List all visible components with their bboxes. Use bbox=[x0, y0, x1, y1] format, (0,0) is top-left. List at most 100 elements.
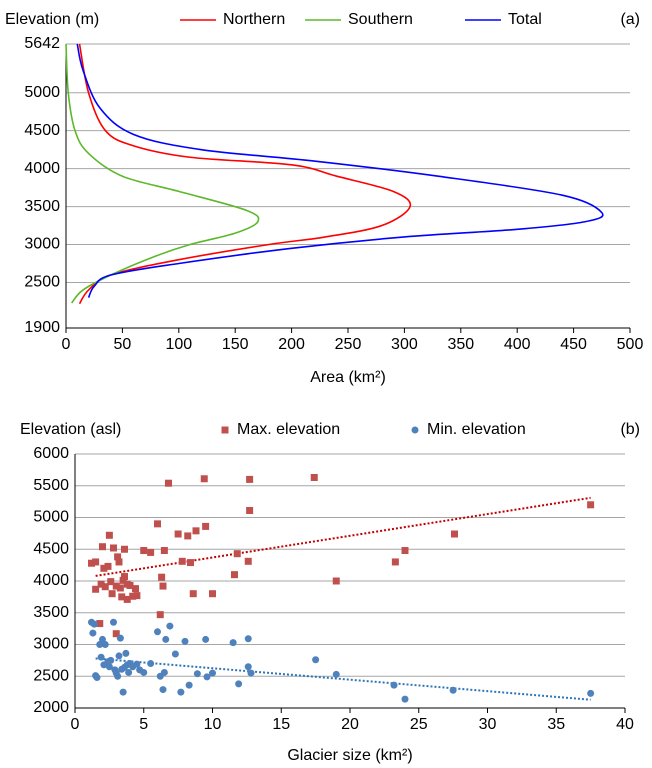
y-tick-label: 5642 bbox=[24, 35, 60, 52]
point bbox=[92, 558, 100, 566]
point bbox=[193, 670, 201, 678]
point bbox=[177, 688, 185, 696]
y-tick-label: 2500 bbox=[24, 274, 60, 291]
point bbox=[390, 681, 398, 689]
legend-swatch bbox=[221, 426, 229, 434]
x-tick-label: 350 bbox=[447, 336, 474, 353]
point bbox=[587, 501, 595, 509]
x-tick-label: 100 bbox=[165, 336, 192, 353]
point bbox=[160, 668, 168, 676]
point bbox=[312, 656, 320, 664]
point bbox=[401, 547, 409, 555]
point bbox=[147, 548, 155, 556]
x-tick-label: 5 bbox=[139, 716, 148, 733]
y-tick-label: 4000 bbox=[24, 160, 60, 177]
point bbox=[171, 650, 179, 658]
y-tick-label: 5000 bbox=[33, 509, 69, 526]
legend-label: Southern bbox=[348, 11, 413, 28]
x-tick-label: 40 bbox=[616, 716, 634, 733]
point bbox=[123, 595, 131, 603]
point bbox=[101, 641, 109, 648]
y-tick-label: 4500 bbox=[33, 540, 69, 557]
y-tick-label: 5000 bbox=[24, 84, 60, 101]
point bbox=[189, 590, 197, 598]
point bbox=[96, 620, 104, 628]
point bbox=[107, 578, 115, 586]
legend-swatch bbox=[411, 426, 419, 434]
point bbox=[244, 663, 252, 671]
point bbox=[125, 668, 133, 676]
panel-label: (b) bbox=[620, 421, 640, 438]
x-tick-label: 450 bbox=[560, 336, 587, 353]
x-tick-label: 250 bbox=[335, 336, 362, 353]
y-tick-label: 6000 bbox=[33, 445, 69, 462]
point bbox=[391, 558, 399, 566]
y-axis-title: Elevation (m) bbox=[5, 11, 99, 28]
point bbox=[110, 618, 117, 626]
point bbox=[156, 611, 164, 619]
point bbox=[116, 584, 124, 592]
point bbox=[160, 547, 168, 555]
point bbox=[244, 635, 252, 643]
point bbox=[310, 473, 318, 481]
point bbox=[129, 592, 137, 600]
point bbox=[162, 635, 170, 643]
point bbox=[154, 520, 161, 528]
x-tick-label: 400 bbox=[504, 336, 531, 353]
point bbox=[112, 630, 120, 638]
x-tick-label: 500 bbox=[617, 336, 644, 353]
point bbox=[202, 635, 210, 643]
legend-label: Min. elevation bbox=[427, 421, 526, 438]
point bbox=[115, 558, 123, 566]
point bbox=[233, 550, 241, 558]
point bbox=[181, 637, 189, 645]
point bbox=[133, 660, 141, 668]
panel-label: (a) bbox=[620, 11, 640, 28]
point bbox=[202, 522, 210, 530]
point bbox=[97, 580, 105, 588]
legend-label: Total bbox=[508, 11, 542, 28]
point bbox=[185, 681, 193, 689]
point bbox=[166, 622, 174, 630]
y-tick-label: 2000 bbox=[33, 699, 69, 716]
x-tick-label: 15 bbox=[272, 716, 290, 733]
point bbox=[231, 571, 238, 579]
point bbox=[93, 674, 101, 682]
point bbox=[114, 553, 122, 561]
x-tick-label: 20 bbox=[341, 716, 359, 733]
point bbox=[154, 628, 161, 636]
point bbox=[122, 649, 130, 657]
point bbox=[104, 562, 112, 570]
point bbox=[115, 652, 123, 660]
x-tick-label: 0 bbox=[71, 716, 80, 733]
point bbox=[90, 620, 98, 628]
point bbox=[105, 663, 113, 671]
point bbox=[105, 531, 113, 539]
point bbox=[203, 673, 211, 681]
point bbox=[133, 592, 141, 600]
point bbox=[246, 475, 254, 483]
line bbox=[78, 43, 412, 305]
trend-line bbox=[95, 657, 591, 701]
y-tick-label: 2500 bbox=[33, 667, 69, 684]
y-tick-label: 3000 bbox=[33, 636, 69, 653]
point bbox=[165, 479, 172, 487]
y-tick-label: 3000 bbox=[24, 236, 60, 253]
x-axis-title: Glacier size (km²) bbox=[287, 747, 412, 764]
point bbox=[587, 689, 595, 697]
point bbox=[247, 669, 255, 677]
point bbox=[449, 686, 457, 694]
x-tick-label: 30 bbox=[479, 716, 497, 733]
x-tick-label: 200 bbox=[278, 336, 305, 353]
point bbox=[209, 669, 216, 677]
y-tick-label: 5500 bbox=[33, 477, 69, 494]
point bbox=[158, 573, 166, 581]
line bbox=[76, 43, 604, 298]
point bbox=[121, 545, 128, 553]
point bbox=[200, 475, 208, 483]
x-tick-label: 25 bbox=[410, 716, 428, 733]
y-tick-label: 3500 bbox=[33, 604, 69, 621]
point bbox=[159, 686, 167, 694]
point bbox=[178, 557, 186, 565]
point bbox=[88, 559, 95, 567]
